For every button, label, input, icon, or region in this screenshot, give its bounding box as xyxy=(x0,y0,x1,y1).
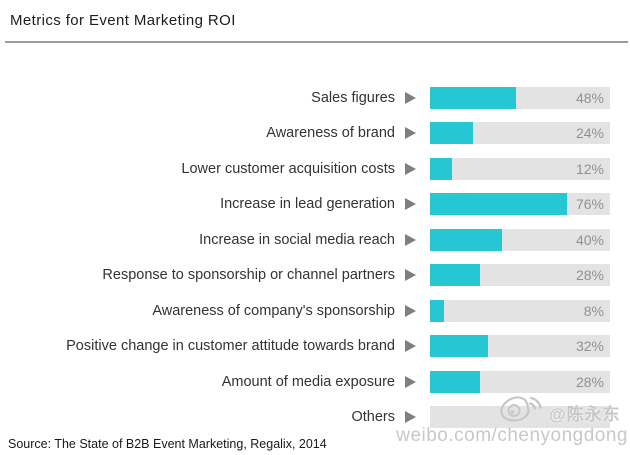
bar-fill xyxy=(430,228,502,251)
arrow-right-icon xyxy=(405,304,416,317)
bar-track: 24% xyxy=(430,122,610,145)
bar-fill xyxy=(430,122,474,145)
chart-title: Metrics for Event Marketing ROI xyxy=(10,12,236,29)
chart-row: Awareness of company's sponsorship 8% xyxy=(0,293,630,329)
chart-row: Positive change in customer attitude tow… xyxy=(0,329,630,365)
bar-track: 28% xyxy=(430,370,610,393)
category-label: Awareness of company's sponsorship xyxy=(152,302,395,319)
title-divider xyxy=(5,41,628,43)
arrow-right-icon xyxy=(405,269,416,282)
arrow-right-icon xyxy=(405,340,416,353)
arrow-right-icon xyxy=(405,198,416,211)
chart-rows: Sales figures 48% Awareness of brand 24%… xyxy=(0,80,630,435)
bar-fill xyxy=(430,370,481,393)
bar-value-label: 8% xyxy=(583,302,604,319)
bar-fill xyxy=(430,193,567,216)
chart-row: Awareness of brand 24% xyxy=(0,116,630,152)
category-label: Response to sponsorship or channel partn… xyxy=(102,267,395,284)
bar-track: 8% xyxy=(430,299,610,322)
category-label: Lower customer acquisition costs xyxy=(181,160,395,177)
chart-row: Sales figures 48% xyxy=(0,80,630,116)
chart-row: Amount of media exposure 28% xyxy=(0,364,630,400)
chart-row: Increase in lead generation 76% xyxy=(0,187,630,223)
chart-row: Increase in social media reach 40% xyxy=(0,222,630,258)
watermark-url: weibo.com/chenyongdong xyxy=(396,425,628,446)
bar-fill xyxy=(430,86,517,109)
category-label: Increase in lead generation xyxy=(220,196,395,213)
bar-value-label: 28% xyxy=(575,373,604,390)
weibo-logo-icon xyxy=(500,396,542,422)
arrow-right-icon xyxy=(405,91,416,104)
arrow-right-icon xyxy=(405,375,416,388)
chart-row: Lower customer acquisition costs 12% xyxy=(0,151,630,187)
bar-track: 76% xyxy=(430,193,610,216)
arrow-right-icon xyxy=(405,233,416,246)
arrow-right-icon xyxy=(405,411,416,424)
bar-track: 32% xyxy=(430,335,610,358)
source-note: Source: The State of B2B Event Marketing… xyxy=(8,437,327,451)
bar-fill xyxy=(430,299,445,322)
bar-fill xyxy=(430,157,452,180)
bar-fill xyxy=(430,264,481,287)
bar-value-label: 12% xyxy=(575,160,604,177)
bar-fill xyxy=(430,335,488,358)
category-label: Positive change in customer attitude tow… xyxy=(66,338,395,355)
bar-value-label: 40% xyxy=(575,231,604,248)
bar-value-label: 48% xyxy=(575,89,604,106)
bar-value-label: 32% xyxy=(575,338,604,355)
arrow-right-icon xyxy=(405,162,416,175)
category-label: Amount of media exposure xyxy=(221,373,395,390)
bar-track: 28% xyxy=(430,264,610,287)
bar-value-label: 76% xyxy=(575,196,604,213)
category-label: Sales figures xyxy=(311,89,395,106)
bar-track: 12% xyxy=(430,157,610,180)
watermark-handle: @陈永东 xyxy=(549,405,621,424)
category-label: Increase in social media reach xyxy=(199,231,395,248)
arrow-right-icon xyxy=(405,127,416,140)
chart-row: Response to sponsorship or channel partn… xyxy=(0,258,630,294)
bar-value-label: 24% xyxy=(575,125,604,142)
category-label: Others xyxy=(351,409,395,426)
category-label: Awareness of brand xyxy=(266,125,395,142)
bar-track: 40% xyxy=(430,228,610,251)
chart-row: Others xyxy=(0,400,630,436)
bar-track: 48% xyxy=(430,86,610,109)
bar-value-label: 28% xyxy=(575,267,604,284)
bar-track xyxy=(430,406,610,429)
